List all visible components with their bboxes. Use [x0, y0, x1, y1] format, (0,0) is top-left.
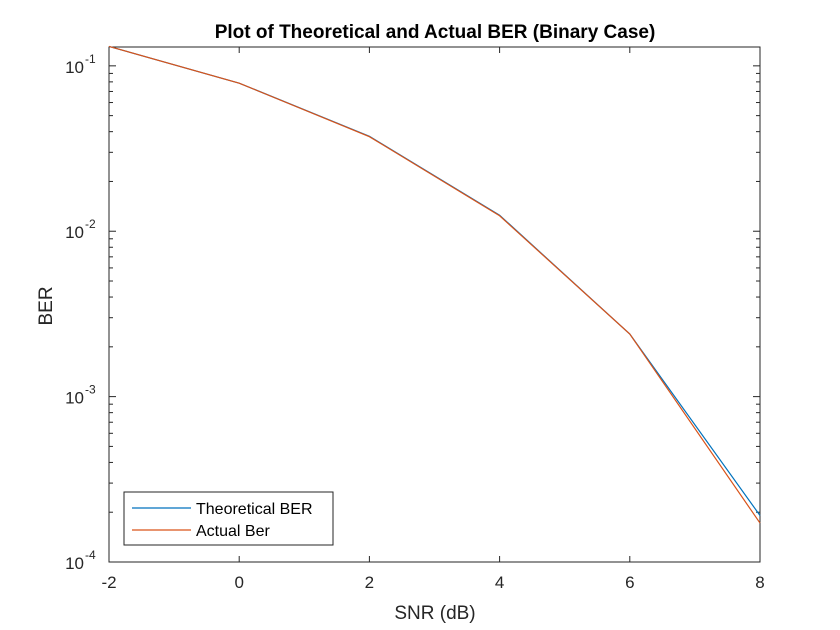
y-tick-label: 10 [65, 223, 84, 242]
x-tick-label: 2 [365, 573, 374, 592]
y-tick-exponent: -2 [85, 217, 96, 231]
y-tick-exponent: -4 [85, 548, 96, 562]
x-tick-label: 4 [495, 573, 504, 592]
x-tick-label: 0 [234, 573, 243, 592]
y-tick-exponent: -1 [85, 52, 96, 66]
x-tick-label: 6 [625, 573, 634, 592]
y-tick-label: 10 [65, 554, 84, 573]
x-axis-label: SNR (dB) [394, 603, 475, 624]
axes-box [108, 46, 761, 563]
legend-label-1: Theoretical BER [196, 501, 313, 518]
legend-label-2: Actual Ber [196, 523, 270, 540]
chart-title: Plot of Theoretical and Actual BER (Bina… [215, 22, 656, 43]
y-tick-exponent: -3 [85, 383, 96, 397]
y-tick-label: 10 [65, 389, 84, 408]
x-tick-label: 8 [755, 573, 764, 592]
x-tick-label: -2 [101, 573, 116, 592]
y-tick-label: 10 [65, 58, 84, 77]
series-line-2 [108, 45, 761, 524]
legend-box [123, 491, 334, 546]
y-axis-label: BER [36, 286, 57, 325]
